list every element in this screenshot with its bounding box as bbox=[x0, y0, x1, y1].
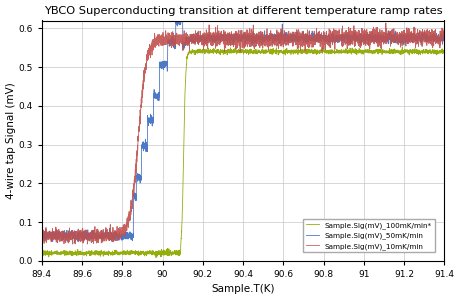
Sample.Sig(mV)_50mK/min bbox=[85, 228, 90, 232]
Sample.Sig(mV)_50mK/min bbox=[441, 38, 446, 41]
Sample.Sig(mV)_100mK/min* bbox=[390, 49, 395, 52]
Sample.Sig(mV)_50mK/min bbox=[193, 36, 199, 39]
Sample.Sig(mV)_10mK/min bbox=[211, 34, 217, 38]
Sample.Sig(mV)_50mK/min bbox=[72, 241, 77, 244]
Line: Sample.Sig(mV)_50mK/min: Sample.Sig(mV)_50mK/min bbox=[42, 0, 443, 242]
Sample.Sig(mV)_50mK/min bbox=[109, 236, 114, 239]
Sample.Sig(mV)_10mK/min bbox=[208, 38, 213, 41]
Sample.Sig(mV)_50mK/min bbox=[433, 38, 439, 41]
Sample.Sig(mV)_100mK/min* bbox=[433, 53, 439, 57]
Sample.Sig(mV)_100mK/min* bbox=[153, 256, 158, 260]
Sample.Sig(mV)_100mK/min* bbox=[211, 47, 216, 50]
Sample.Sig(mV)_10mK/min bbox=[409, 40, 414, 44]
Sample.Sig(mV)_100mK/min* bbox=[441, 49, 446, 53]
Sample.Sig(mV)_10mK/min bbox=[429, 33, 434, 37]
Title: YBCO Superconducting transition at different temperature ramp rates: YBCO Superconducting transition at diffe… bbox=[44, 6, 442, 16]
Line: Sample.Sig(mV)_10mK/min: Sample.Sig(mV)_10mK/min bbox=[42, 23, 443, 244]
Y-axis label: 4-wire tap Signal (mV): 4-wire tap Signal (mV) bbox=[6, 82, 16, 199]
Sample.Sig(mV)_100mK/min* bbox=[399, 45, 404, 49]
Sample.Sig(mV)_10mK/min bbox=[441, 37, 446, 40]
Sample.Sig(mV)_100mK/min* bbox=[85, 250, 90, 253]
Line: Sample.Sig(mV)_100mK/min*: Sample.Sig(mV)_100mK/min* bbox=[42, 47, 443, 258]
Sample.Sig(mV)_10mK/min bbox=[331, 31, 336, 35]
X-axis label: Sample.T(K): Sample.T(K) bbox=[211, 284, 274, 294]
Sample.Sig(mV)_100mK/min* bbox=[39, 250, 45, 254]
Legend: Sample.Sig(mV)_100mK/min*, Sample.Sig(mV)_50mK/min, Sample.Sig(mV)_10mK/min: Sample.Sig(mV)_100mK/min*, Sample.Sig(mV… bbox=[302, 219, 434, 252]
Sample.Sig(mV)_10mK/min bbox=[382, 21, 388, 25]
Sample.Sig(mV)_50mK/min bbox=[390, 33, 395, 37]
Sample.Sig(mV)_100mK/min* bbox=[193, 49, 199, 52]
Sample.Sig(mV)_10mK/min bbox=[84, 242, 90, 246]
Sample.Sig(mV)_100mK/min* bbox=[109, 251, 114, 255]
Sample.Sig(mV)_10mK/min bbox=[39, 231, 45, 234]
Sample.Sig(mV)_10mK/min bbox=[230, 43, 235, 47]
Sample.Sig(mV)_50mK/min bbox=[211, 38, 216, 41]
Sample.Sig(mV)_50mK/min bbox=[39, 231, 45, 235]
